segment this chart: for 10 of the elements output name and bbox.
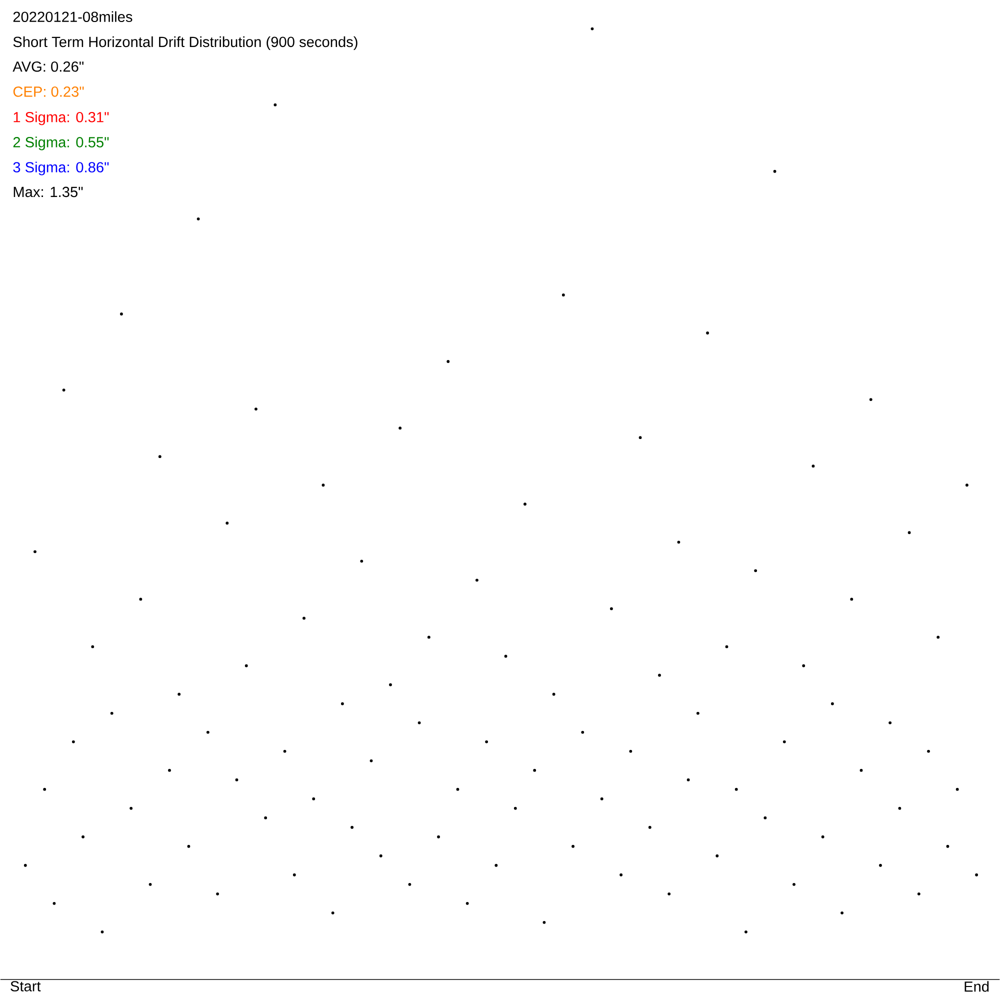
annotation: 1 Sigma: 0.31"	[14, 112, 109, 126]
annotation: Max: 1.35"	[14, 186, 83, 198]
annotation: CEP: 0.23"	[13, 86, 84, 97]
chart-title: 20220121-08miles	[13, 11, 132, 22]
chart-subtitle: Short Term Horizontal Drift Distribution (900 seconds)	[13, 36, 358, 50]
annotation: AVG: 0.26"	[12, 62, 84, 72]
annotation: 3 Sigma: 0.86"	[13, 162, 109, 176]
x-tick-label: End	[964, 981, 989, 992]
x-tick-label: Start	[10, 981, 41, 992]
annotation: 2 Sigma: 0.55"	[13, 136, 109, 150]
